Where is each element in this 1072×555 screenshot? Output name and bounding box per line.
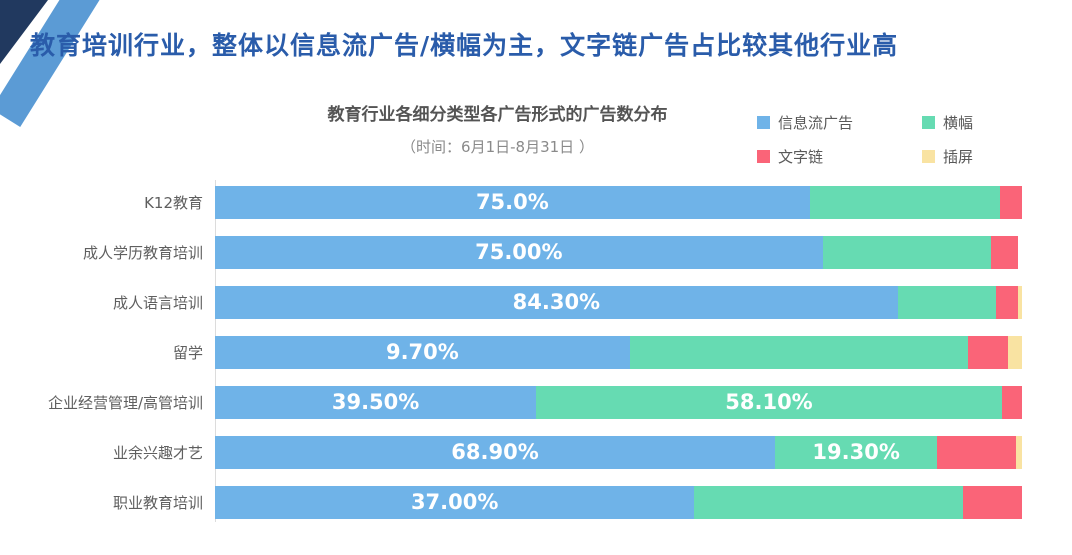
legend-swatch-info_feed [757,116,770,129]
bar-value-label: 68.90% [451,440,539,464]
bar-segment-info_feed: 68.90% [215,435,776,469]
legend-label: 插屏 [943,148,974,166]
bar-segment-text_link [963,485,1022,519]
bar-segment-text_link [1000,185,1022,219]
legend-item-banner: 横幅 [922,112,973,133]
bar-segment-text_link [996,285,1018,319]
legend-item-info_feed: 信息流广告 [757,112,922,133]
chart-title: 教育行业各细分类型各广告形式的广告数分布 [327,105,668,125]
bar-track: 9.70% [215,335,1022,369]
bar-value-label: 84.30% [512,290,601,314]
bar-segment-info_feed: 75.0% [215,185,810,219]
bar-track: 84.30% [215,285,1022,319]
bar-segment-info_feed: 37.00% [215,485,695,519]
chart-row: 成人语言培训 84.30% [0,277,1022,327]
bar-segment-interstitial [1016,435,1022,469]
bar-segment-banner [809,185,1001,219]
bar-track: 68.90% 19.30% [215,435,1022,469]
bar-segment-info_feed: 84.30% [215,285,898,319]
chart-subtitle: （时间：6月1日-8月31日 ） [401,138,594,156]
category-label: 业余兴趣才艺 [112,443,203,462]
bar-value-label: 37.00% [410,490,499,514]
legend-label: 信息流广告 [778,114,854,132]
bar-segment-text_link [990,235,1018,269]
bar-segment-info_feed: 39.50% [215,385,537,419]
chart-row: 职业教育培训 37.00% [0,477,1022,527]
bar-segment-text_link [967,335,1009,369]
chart-row: 业余兴趣才艺 68.90% 19.30% [0,427,1022,477]
legend-label: 横幅 [943,114,974,132]
chart-row: 留学 9.70% [0,327,1022,377]
bar-segment-banner: 19.30% [775,435,938,469]
bar-track: 75.0% [215,185,1022,219]
bar-segment-banner [629,335,968,369]
category-label: 留学 [172,343,203,362]
bar-value-label: 9.70% [385,340,459,364]
bar-segment-banner [694,485,964,519]
category-label: 成人学历教育培训 [82,243,203,262]
category-label: 职业教育培训 [112,493,203,512]
bar-value-label: 58.10% [725,390,813,414]
legend-item-text_link: 文字链 [757,146,922,167]
bar-segment-banner [897,285,997,319]
legend-swatch-text_link [757,150,770,163]
category-label: 成人语言培训 [112,293,203,312]
chart-row: 成人学历教育培训 75.00% [0,227,1022,277]
category-label: 企业经营管理/高管培训 [47,393,203,412]
legend-item-interstitial: 插屏 [922,146,973,167]
chart-row: 企业经营管理/高管培训 39.50% 58.10% [0,377,1022,427]
legend-swatch-banner [922,116,935,129]
page-title: 教育培训行业，整体以信息流广告/横幅为主，文字链广告占比较其他行业高 [30,31,899,60]
category-label: K12教育 [144,193,203,212]
bar-value-label: 19.30% [812,440,900,464]
bar-segment-info_feed: 75.00% [215,235,823,269]
chart-header: 教育行业各细分类型各广告形式的广告数分布 （时间：6月1日-8月31日 ） [220,100,775,157]
bar-value-label: 39.50% [331,390,420,414]
bar-segment-interstitial [1017,285,1022,319]
bar-segment-banner: 58.10% [536,385,1002,419]
bar-segment-banner [822,235,991,269]
bar-value-label: 75.0% [475,190,549,214]
bar-track: 75.00% [215,235,1022,269]
bar-segment-text_link [1001,385,1022,419]
bar-segment-text_link [937,435,1017,469]
bar-segment-info_feed: 9.70% [215,335,630,369]
bar-track: 37.00% [215,485,1022,519]
chart-row: K12教育 75.0% [0,177,1022,227]
bars-area: K12教育 75.0% 成人学历教育培训 75.00% 成人语言培训 84.30% 留学 9.… [0,177,1022,527]
bar-track: 39.50% 58.10% [215,385,1022,419]
chart-legend: 信息流广告 横幅文字链 插屏 [757,112,973,167]
legend-swatch-interstitial [922,150,935,163]
legend-label: 文字链 [778,148,824,166]
bar-segment-interstitial [1008,335,1022,369]
bar-value-label: 75.00% [475,240,563,264]
